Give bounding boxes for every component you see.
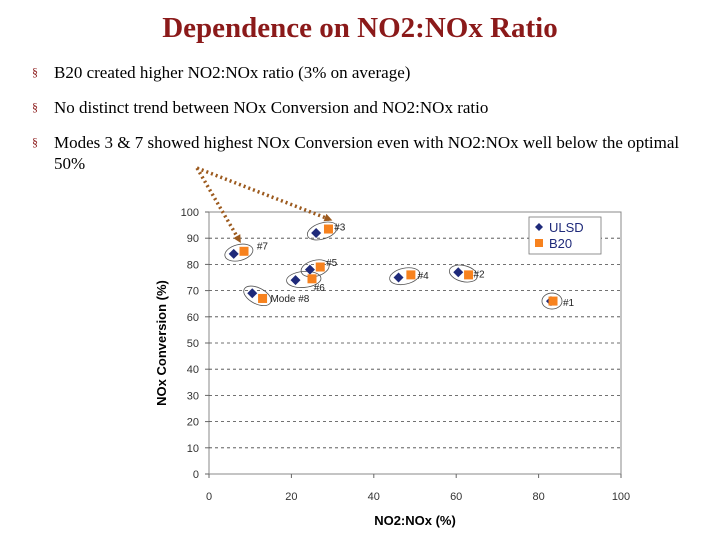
bullet-text: Modes 3 & 7 showed highest NOx Conversio… [54, 133, 680, 173]
x-tick-label: 60 [450, 491, 462, 503]
bullet-marker: § [32, 65, 38, 79]
mode-annotation: #2 [473, 270, 485, 281]
x-tick-label: 0 [206, 491, 212, 503]
y-tick-label: 70 [187, 286, 199, 298]
y-axis-label: NOx Conversion (%) [154, 280, 169, 406]
mode-group-ellipse [389, 267, 421, 286]
legend-box [528, 216, 602, 255]
y-tick-label: 50 [187, 338, 199, 350]
y-tick-label: 90 [187, 233, 199, 245]
y-tick-label: 100 [181, 207, 199, 219]
callout-arrow [196, 166, 333, 222]
mode-group-ellipse [286, 270, 322, 288]
mode-annotation: #4 [418, 271, 430, 282]
mode-group-ellipse [448, 264, 478, 283]
y-tick-label: 40 [187, 364, 199, 376]
mode-group-ellipse [224, 243, 254, 262]
mode-group-ellipse [243, 285, 272, 307]
bullet-item: § No distinct trend between NOx Conversi… [32, 97, 692, 118]
mode-annotation: #1 [563, 298, 575, 309]
x-tick-label: 40 [368, 491, 380, 503]
y-tick-label: 0 [193, 469, 199, 481]
callout-arrow [195, 167, 242, 244]
b20-point [323, 224, 333, 234]
b20-point [315, 262, 325, 272]
bullet-text: No distinct trend between NOx Conversion… [54, 98, 489, 117]
y-tick-label: 80 [187, 259, 199, 271]
y-tick-label: 10 [187, 443, 199, 455]
ulsd-point [393, 272, 404, 283]
x-tick-label: 20 [285, 491, 297, 503]
ulsd-point [453, 267, 464, 278]
y-tick-label: 60 [187, 312, 199, 324]
mode-annotation: Mode #8 [270, 294, 309, 305]
x-tick-label: 100 [612, 491, 630, 503]
mode-annotation: #7 [257, 241, 269, 252]
ulsd-point [304, 264, 315, 275]
y-tick-label: 20 [187, 417, 199, 429]
b20-point [406, 270, 416, 280]
b20-point [464, 270, 474, 280]
mode-annotation: #6 [314, 283, 326, 294]
mode-annotation: #5 [326, 258, 338, 269]
ulsd-point [311, 227, 322, 238]
x-axis-label: NO2:NOx (%) [374, 513, 456, 528]
bullet-marker: § [32, 135, 38, 149]
bullet-marker: § [32, 100, 38, 114]
ulsd-point [228, 248, 239, 259]
bullet-text: B20 created higher NO2:NOx ratio (3% on … [54, 63, 411, 82]
mode-group-ellipse [541, 292, 563, 310]
legend-label: ULSD [549, 220, 584, 235]
slide-title: Dependence on NO2:NOx Ratio [162, 12, 558, 44]
mode-annotation: #3 [334, 222, 346, 233]
legend-b20-marker [535, 239, 543, 247]
ulsd-point [290, 275, 301, 286]
b20-point [239, 246, 249, 256]
b20-point [258, 293, 268, 303]
b20-point [548, 296, 558, 306]
bullet-item: § B20 created higher NO2:NOx ratio (3% o… [32, 62, 692, 83]
bullet-item: § Modes 3 & 7 showed highest NOx Convers… [32, 132, 692, 174]
legend-ulsd-marker [535, 223, 543, 231]
mode-group-ellipse [306, 221, 338, 241]
ulsd-point [247, 288, 258, 299]
y-tick-label: 30 [187, 390, 199, 402]
x-tick-label: 80 [532, 491, 544, 503]
legend-label: B20 [549, 236, 572, 251]
b20-point [307, 274, 317, 284]
